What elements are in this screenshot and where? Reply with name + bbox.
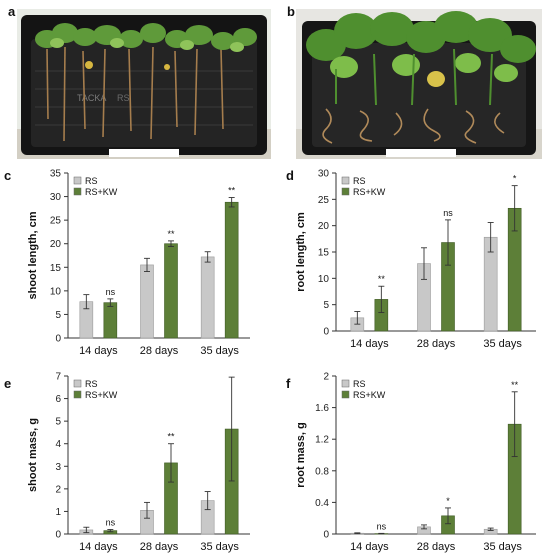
y-tick-label: 3 <box>55 462 61 473</box>
y-tick-label: 6 <box>55 394 61 405</box>
legend-swatch <box>341 176 350 185</box>
legend-swatch <box>73 390 82 399</box>
y-tick-label: 25 <box>50 216 62 227</box>
y-tick-label: 35 <box>50 169 62 180</box>
y-tick-label: 5 <box>55 417 61 428</box>
photo-b-seedling-tray <box>296 9 542 159</box>
y-axis-label: root length, cm <box>295 212 307 292</box>
legend-label: RS+KW <box>85 187 118 197</box>
x-tick-label: 14 days <box>79 345 118 357</box>
y-tick-label: 1 <box>55 507 61 518</box>
x-tick-label: 35 days <box>483 338 522 350</box>
legend-swatch <box>341 187 350 196</box>
y-tick-label: 2 <box>55 484 61 495</box>
significance-label: * <box>513 174 517 184</box>
y-tick-label: 2 <box>323 372 329 383</box>
chart-shoot-mass: 0 1 2 3 4 5 6 7 shoot mass, g 14 days ns 28 days ** 3… <box>27 370 250 553</box>
significance-label: ** <box>511 380 519 390</box>
y-tick-label: 7 <box>55 372 61 383</box>
y-tick-label: 0 <box>323 530 329 541</box>
significance-label: ns <box>106 287 116 297</box>
bar-rs <box>140 264 154 339</box>
x-tick-label: 28 days <box>140 541 179 553</box>
bar-rs <box>200 256 215 339</box>
y-tick-label: 1.6 <box>315 403 329 414</box>
legend-label: RS <box>85 176 98 186</box>
x-tick-label: 35 days <box>483 541 522 553</box>
panel-letter-e: e <box>4 376 12 391</box>
bar-rs-kw <box>164 243 178 339</box>
panel-letter-a: a <box>8 4 16 19</box>
y-tick-label: 0 <box>323 327 329 338</box>
y-axis-label: shoot length, cm <box>27 211 39 299</box>
y-tick-label: 15 <box>318 248 330 259</box>
significance-label: ** <box>167 432 175 442</box>
legend-swatch <box>341 390 350 399</box>
y-tick-label: 5 <box>55 310 61 321</box>
legend-label: RS <box>353 176 366 186</box>
panel-letter-b: b <box>287 4 295 19</box>
legend-label: RS+KW <box>85 390 118 400</box>
x-tick-label: 35 days <box>200 345 239 357</box>
y-tick-label: 1.2 <box>315 435 329 446</box>
x-tick-label: 28 days <box>140 345 179 357</box>
x-tick-label: 28 days <box>417 541 456 553</box>
significance-label: ** <box>378 274 386 284</box>
y-tick-label: 0.8 <box>315 466 329 477</box>
x-tick-label: 14 days <box>79 541 118 553</box>
x-tick-label: 14 days <box>350 338 389 350</box>
y-axis-label: shoot mass, g <box>27 418 39 492</box>
legend-swatch <box>341 379 350 388</box>
legend-label: RS <box>353 379 366 389</box>
legend-swatch <box>73 187 82 196</box>
y-tick-label: 30 <box>318 169 330 180</box>
y-tick-label: 0 <box>55 530 61 541</box>
x-tick-label: 14 days <box>350 541 389 553</box>
legend-swatch <box>73 379 82 388</box>
y-tick-label: 0.4 <box>315 498 329 509</box>
chart-shoot-length: 0 5 10 15 20 25 30 35 shoot length, cm 14 days ns 2… <box>27 169 250 357</box>
bar-rs-kw <box>224 201 239 339</box>
legend-swatch <box>73 176 82 185</box>
y-tick-label: 5 <box>323 300 329 311</box>
legend-label: RS <box>85 379 98 389</box>
y-tick-label: 10 <box>318 274 330 285</box>
y-tick-label: 30 <box>50 192 62 203</box>
significance-label: * <box>446 496 450 506</box>
y-tick-label: 4 <box>55 439 61 450</box>
significance-label: ** <box>228 370 236 375</box>
panel-letter-f: f <box>286 376 291 391</box>
y-axis-label: root mass, g <box>295 422 307 487</box>
photo-a-seedling-tray: TACKA RS <box>17 9 271 159</box>
legend-label: RS+KW <box>353 390 386 400</box>
tray-label-2: RS <box>117 93 130 103</box>
significance-label: ns <box>377 521 387 531</box>
tray-label-1: TACKA <box>77 93 106 103</box>
chart-root-mass: 0 0.4 0.8 1.2 1.6 2 root mass, g 14 days ns 28 da… <box>295 372 536 553</box>
y-tick-label: 0 <box>55 334 61 345</box>
y-tick-label: 20 <box>318 221 330 232</box>
y-tick-label: 25 <box>318 195 330 206</box>
panel-letter-d: d <box>286 168 294 183</box>
x-tick-label: 28 days <box>417 338 456 350</box>
significance-label: ns <box>106 517 116 527</box>
y-tick-label: 15 <box>50 263 62 274</box>
significance-label: ** <box>167 229 175 239</box>
x-tick-label: 35 days <box>200 541 239 553</box>
y-tick-label: 10 <box>50 286 62 297</box>
significance-label: ns <box>443 208 453 218</box>
legend-label: RS+KW <box>353 187 386 197</box>
bar-rs-kw <box>103 302 118 339</box>
significance-label: ** <box>228 186 236 196</box>
chart-root-length: 0 5 10 15 20 25 30 root length, cm 14 days ** 28 d… <box>295 169 536 350</box>
y-tick-label: 20 <box>50 239 62 250</box>
panel-letter-c: c <box>4 168 12 183</box>
